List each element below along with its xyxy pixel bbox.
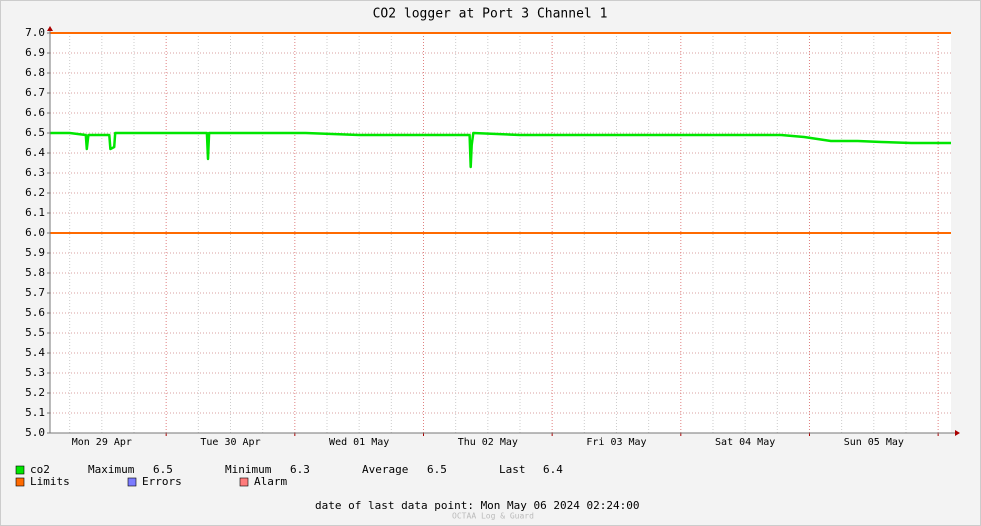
legend-swatch — [239, 477, 249, 487]
y-tick-label: 6.0 — [25, 226, 45, 239]
y-tick-label: 7.0 — [25, 26, 45, 39]
footer: date of last data point: Mon May 06 2024… — [315, 499, 640, 512]
legend-label: Limits — [30, 475, 70, 488]
legend-label: co2 — [30, 463, 50, 476]
x-tick-label: Sun 05 May — [844, 437, 904, 448]
legend-label: Errors — [142, 475, 182, 488]
y-tick-label: 6.2 — [25, 186, 45, 199]
y-tick-label: 5.3 — [25, 366, 45, 379]
x-tick-label: Tue 30 Apr — [200, 437, 260, 448]
legend-swatch — [15, 465, 25, 475]
x-tick-label: Thu 02 May — [458, 437, 518, 448]
y-tick-label: 6.1 — [25, 206, 45, 219]
legend-swatch — [15, 477, 25, 487]
x-tick-label: Fri 03 May — [586, 437, 646, 448]
y-tick-label: 5.9 — [25, 246, 45, 259]
stat-label: Maximum — [88, 463, 135, 476]
legend-label: Alarm — [254, 475, 287, 488]
y-tick-label: 5.7 — [25, 286, 45, 299]
y-tick-label: 6.4 — [25, 146, 45, 159]
y-tick-label: 5.1 — [25, 406, 45, 419]
stat-label: Last — [499, 463, 526, 476]
y-tick-label: 5.4 — [25, 346, 45, 359]
y-tick-label: 5.2 — [25, 386, 45, 399]
x-tick-label: Mon 29 Apr — [72, 437, 132, 448]
y-tick-label: 6.3 — [25, 166, 45, 179]
x-tick-label: Sat 04 May — [715, 437, 775, 448]
watermark: OCTAA Log & Guard — [452, 512, 534, 521]
stat-value: 6.5 — [153, 463, 173, 476]
y-tick-label: 6.5 — [25, 126, 45, 139]
x-tick-label: Wed 01 May — [329, 437, 389, 448]
chart-title: CO2 logger at Port 3 Channel 1 — [373, 7, 608, 22]
stat-value: 6.4 — [543, 463, 563, 476]
stat-value: 6.5 — [427, 463, 447, 476]
stat-value: 6.3 — [290, 463, 310, 476]
y-tick-label: 6.6 — [25, 106, 45, 119]
legend: co2 Maximum 6.5 Minimum 6.3 Average 6.5 Last 6.4… — [15, 463, 563, 488]
y-tick-label: 5.6 — [25, 306, 45, 319]
y-tick-label: 5.0 — [25, 426, 45, 439]
y-tick-label: 6.8 — [25, 66, 45, 79]
marks — [50, 32, 951, 234]
y-tick-label: 5.5 — [25, 326, 45, 339]
y-arrow — [47, 26, 53, 31]
stat-label: Minimum — [225, 463, 272, 476]
y-tick-label: 6.9 — [25, 46, 45, 59]
stat-label: Average — [362, 463, 408, 476]
y-tick-label: 5.8 — [25, 266, 45, 279]
y-tick-label: 6.7 — [25, 86, 45, 99]
legend-swatch — [127, 477, 137, 487]
series-line — [50, 131, 951, 169]
x-arrow — [955, 430, 960, 436]
